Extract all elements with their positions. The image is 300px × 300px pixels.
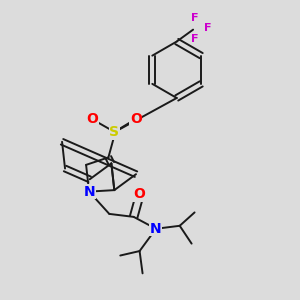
Text: S: S	[109, 125, 119, 139]
Text: O: O	[86, 112, 98, 126]
Text: F: F	[191, 34, 198, 44]
Text: F: F	[204, 23, 211, 33]
Text: N: N	[83, 184, 95, 199]
Text: N: N	[150, 222, 162, 236]
Text: O: O	[130, 112, 142, 126]
Text: O: O	[133, 187, 145, 201]
Text: F: F	[191, 13, 198, 23]
